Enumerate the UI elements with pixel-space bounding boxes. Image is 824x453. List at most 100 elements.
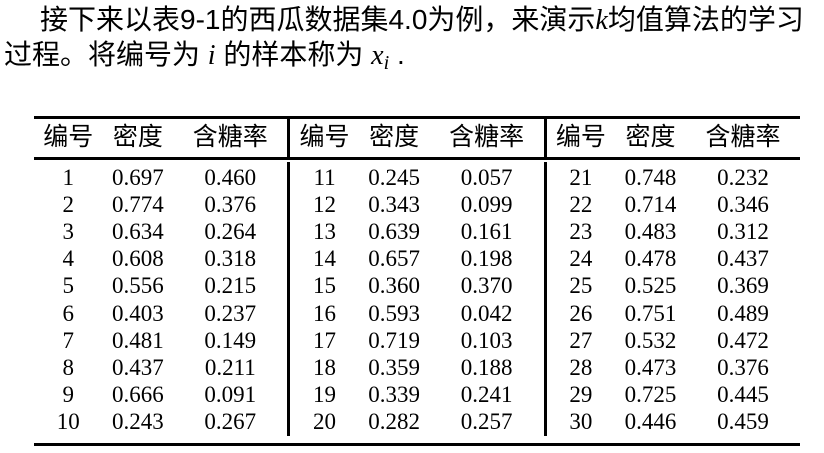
table-cell: 0.211 [204,354,256,380]
table-cell: 6 [62,300,74,326]
text-run: 过程。将编号为 [4,39,208,70]
table-cell: 0.282 [368,409,421,435]
math-variable-i: i [207,40,216,71]
table-cell: 0.103 [460,327,513,353]
table-cell: 0.057 [460,164,513,190]
table-cell: 0.360 [368,273,421,299]
table-cell: 0.657 [368,246,421,272]
table-cell: 0.264 [204,218,257,244]
table-cell: 17 [313,327,337,353]
table-body-group-2: 11 0.245 0.057 12 0.343 0.099 13 0.639 0.161 14 0.… [287,162,543,436]
table-row: 16 0.593 0.042 [290,300,543,327]
table-cell: 0.483 [624,218,677,244]
table-cell: 0.639 [368,218,421,244]
table-cell: 0.403 [111,300,164,326]
table-cell: 0.245 [368,164,421,190]
table-cell: 28 [569,354,593,380]
table-cell: 0.161 [460,218,513,244]
column-header-density: 密度 [625,124,676,151]
table-cell: 0.257 [460,409,513,435]
table-cell: 0.459 [717,409,769,435]
table-cell: 1 [62,164,74,190]
table-cell: 5 [62,273,74,299]
table-row: 23 0.483 0.312 [547,218,800,245]
table-cell: 0.312 [717,218,769,244]
table-cell: 9 [62,382,74,408]
table-row: 27 0.532 0.472 [547,327,800,354]
table-cell: 0.719 [368,327,421,353]
table-cell: 0.751 [624,300,677,326]
table-row: 13 0.639 0.161 [290,218,543,245]
table-cell: 0.346 [717,191,769,217]
table-cell: 0.460 [204,164,257,190]
table-cell: 0.748 [624,164,677,190]
table-cell: 0.473 [624,354,677,380]
table-cell: 0.608 [111,246,164,272]
intro-paragraph: 接下来以表9-1的西瓜数据集4.0为例，来演示k均值算法的学习 过程。将编号为 … [4,3,820,80]
table-cell: 0.198 [460,246,513,272]
table-cell: 18 [313,354,337,380]
table-cell: 2 [62,191,74,217]
table-header-group-1: 编号 密度 含糖率 [34,119,287,157]
table-body: 1 0.697 0.460 2 0.774 0.376 3 0.634 0.264 4 0.608 0… [34,160,800,436]
table-cell: 0.489 [717,300,769,326]
table-cell: 0.359 [368,354,421,380]
table-header-row: 编号 密度 含糖率 编号 密度 含糖率 编号 密度 含糖率 [34,119,800,160]
table-cell: 0.376 [204,191,257,217]
table-cell: 0.215 [204,273,257,299]
column-header-id: 编号 [555,124,606,151]
table-row: 2 0.774 0.376 [34,191,287,218]
table-cell: 4 [62,246,74,272]
table-cell: 25 [569,273,593,299]
table-row: 3 0.634 0.264 [34,218,287,245]
table-cell: 0.725 [624,382,677,408]
table-row: 21 0.748 0.232 [547,164,800,191]
table-row: 8 0.437 0.211 [34,354,287,381]
column-header-id: 编号 [43,124,94,151]
table-cell: 13 [313,218,337,244]
table-cell: 0.091 [204,382,257,408]
watermelon-dataset-table: 编号 密度 含糖率 编号 密度 含糖率 编号 密度 含糖率 1 0.697 0.46… [34,116,800,446]
table-row: 29 0.725 0.445 [547,382,800,409]
table-cell: 0.634 [111,218,164,244]
table-cell: 0.149 [204,327,257,353]
table-row: 11 0.245 0.057 [290,164,543,191]
table-cell: 0.697 [111,164,164,190]
table-cell: 0.714 [624,191,677,217]
table-cell: 8 [62,354,74,380]
table-cell: 0.437 [111,354,164,380]
text-run: 接下来以表9-1的西瓜数据集4.0为例，来演示 [40,4,596,35]
table-row: 9 0.666 0.091 [34,382,287,409]
table-cell: 0.370 [460,273,513,299]
table-row: 17 0.719 0.103 [290,327,543,354]
column-header-density: 密度 [112,124,163,151]
column-header-sugar: 含糖率 [705,124,781,151]
table-row: 26 0.751 0.489 [547,300,800,327]
table-row: 25 0.525 0.369 [547,273,800,300]
paragraph-line-1: 接下来以表9-1的西瓜数据集4.0为例，来演示k均值算法的学习 [4,3,820,38]
table-row: 1 0.697 0.460 [34,164,287,191]
table-row: 19 0.339 0.241 [290,382,543,409]
table-body-group-3: 21 0.748 0.232 22 0.714 0.346 23 0.483 0.312 24 0.… [543,162,800,436]
table-cell: 0.232 [717,164,769,190]
table-row: 15 0.360 0.370 [290,273,543,300]
table-cell: 0.267 [204,409,257,435]
table-cell: 0.042 [460,300,513,326]
table-row: 18 0.359 0.188 [290,354,543,381]
table-cell: 0.525 [624,273,677,299]
table-cell: 0.472 [717,327,769,353]
table-cell: 0.593 [368,300,421,326]
table-cell: 0.532 [624,327,677,353]
table-cell: 27 [569,327,593,353]
table-cell: 22 [569,191,593,217]
table-cell: 0.478 [624,246,677,272]
table-cell: 29 [569,382,593,408]
math-subscript-i: i [383,52,390,75]
column-header-sugar: 含糖率 [449,124,525,151]
text-run: 均值算法的学习 [607,4,804,35]
table-cell: 30 [569,409,593,435]
table-row: 10 0.243 0.267 [34,409,287,436]
table-cell: 0.376 [717,354,769,380]
table-header-group-3: 编号 密度 含糖率 [543,119,800,157]
table-cell: 20 [313,409,337,435]
